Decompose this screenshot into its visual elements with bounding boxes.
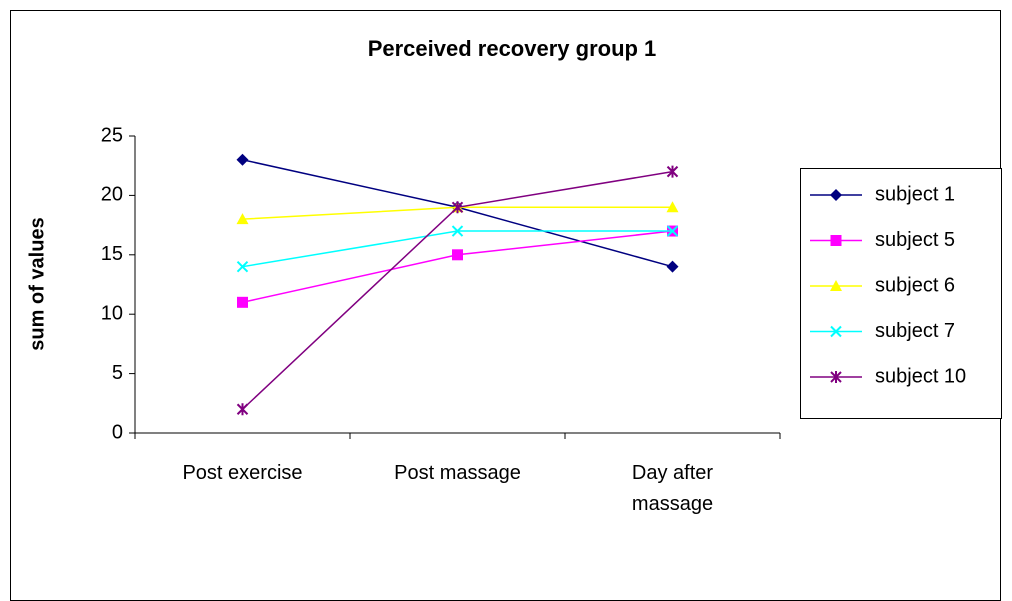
marker — [452, 249, 463, 261]
y-axis-label: sum of values — [26, 217, 48, 350]
y-tick-label: 10 — [101, 302, 123, 324]
legend-label: subject 6 — [875, 274, 955, 296]
y-tick-label: 20 — [101, 184, 123, 206]
marker — [236, 403, 249, 416]
marker — [830, 189, 842, 201]
marker — [830, 325, 842, 338]
marker — [666, 260, 679, 273]
legend-label: subject 10 — [875, 365, 966, 387]
marker — [451, 201, 464, 214]
x-tick-label: Post massage — [394, 462, 521, 484]
marker — [236, 213, 249, 225]
marker — [236, 260, 249, 273]
x-tick-label: Day after massage — [631, 462, 714, 515]
marker — [830, 371, 842, 383]
x-tick-label: Post exercise — [182, 462, 303, 484]
y-tick-label: 5 — [112, 362, 123, 384]
legend-label: subject 1 — [875, 183, 955, 205]
marker — [236, 153, 249, 166]
chart-title: Perceived recovery group 1 — [368, 36, 657, 61]
marker — [666, 225, 679, 237]
legend-label: subject 7 — [875, 320, 955, 342]
marker — [830, 235, 842, 246]
series-line — [242, 230, 673, 304]
marker — [666, 165, 679, 178]
legend-label: subject 5 — [875, 229, 955, 251]
y-tick-label: 0 — [112, 421, 123, 443]
y-tick-label: 15 — [101, 243, 123, 265]
marker — [237, 296, 248, 308]
y-tick-label: 25 — [101, 124, 123, 146]
marker — [830, 280, 842, 291]
marker — [451, 225, 464, 237]
marker — [666, 201, 679, 213]
